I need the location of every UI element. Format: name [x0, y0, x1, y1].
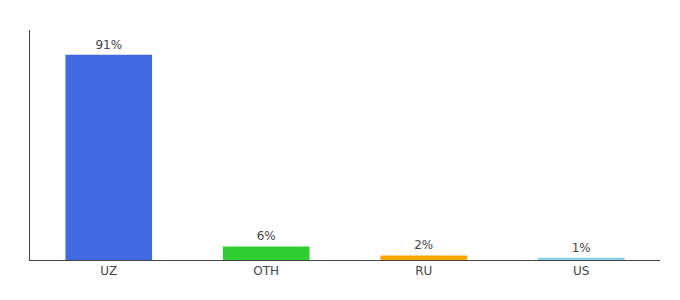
svg-text:6%: 6% [257, 229, 276, 243]
svg-text:OTH: OTH [253, 264, 279, 278]
svg-text:RU: RU [415, 264, 432, 278]
svg-text:US: US [573, 264, 589, 278]
svg-text:91%: 91% [95, 38, 122, 52]
svg-text:UZ: UZ [100, 264, 117, 278]
svg-text:1%: 1% [572, 241, 591, 255]
svg-text:2%: 2% [414, 238, 433, 252]
